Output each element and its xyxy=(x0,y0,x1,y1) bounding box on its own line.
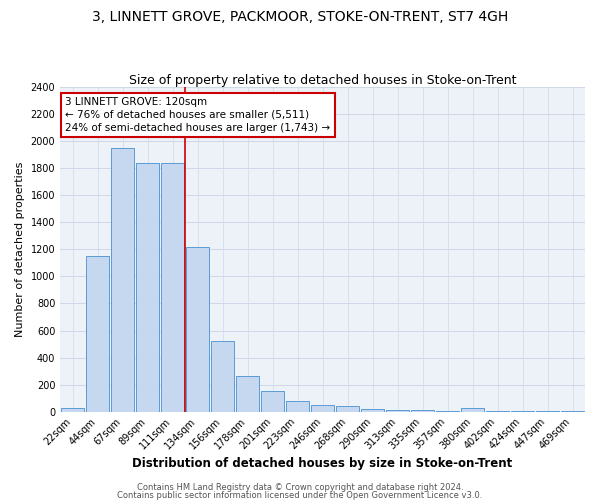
Bar xyxy=(386,410,409,412)
Bar xyxy=(186,246,209,412)
Bar xyxy=(111,148,134,411)
Bar xyxy=(536,411,559,412)
Text: Contains public sector information licensed under the Open Government Licence v3: Contains public sector information licen… xyxy=(118,491,482,500)
Bar xyxy=(486,411,509,412)
Bar xyxy=(561,411,584,412)
Title: Size of property relative to detached houses in Stoke-on-Trent: Size of property relative to detached ho… xyxy=(129,74,517,87)
X-axis label: Distribution of detached houses by size in Stoke-on-Trent: Distribution of detached houses by size … xyxy=(133,457,513,470)
Y-axis label: Number of detached properties: Number of detached properties xyxy=(15,162,25,337)
Bar xyxy=(286,401,309,411)
Bar xyxy=(461,408,484,412)
Bar xyxy=(411,410,434,412)
Bar xyxy=(311,405,334,411)
Bar xyxy=(336,406,359,412)
Bar xyxy=(86,256,109,412)
Bar xyxy=(261,390,284,411)
Bar xyxy=(61,408,84,412)
Bar xyxy=(136,163,159,412)
Bar xyxy=(161,163,184,412)
Bar xyxy=(511,411,534,412)
Bar xyxy=(211,342,234,411)
Bar xyxy=(361,409,384,412)
Bar xyxy=(436,411,459,412)
Text: 3 LINNETT GROVE: 120sqm
← 76% of detached houses are smaller (5,511)
24% of semi: 3 LINNETT GROVE: 120sqm ← 76% of detache… xyxy=(65,96,331,133)
Text: Contains HM Land Registry data © Crown copyright and database right 2024.: Contains HM Land Registry data © Crown c… xyxy=(137,484,463,492)
Text: 3, LINNETT GROVE, PACKMOOR, STOKE-ON-TRENT, ST7 4GH: 3, LINNETT GROVE, PACKMOOR, STOKE-ON-TRE… xyxy=(92,10,508,24)
Bar xyxy=(236,376,259,412)
